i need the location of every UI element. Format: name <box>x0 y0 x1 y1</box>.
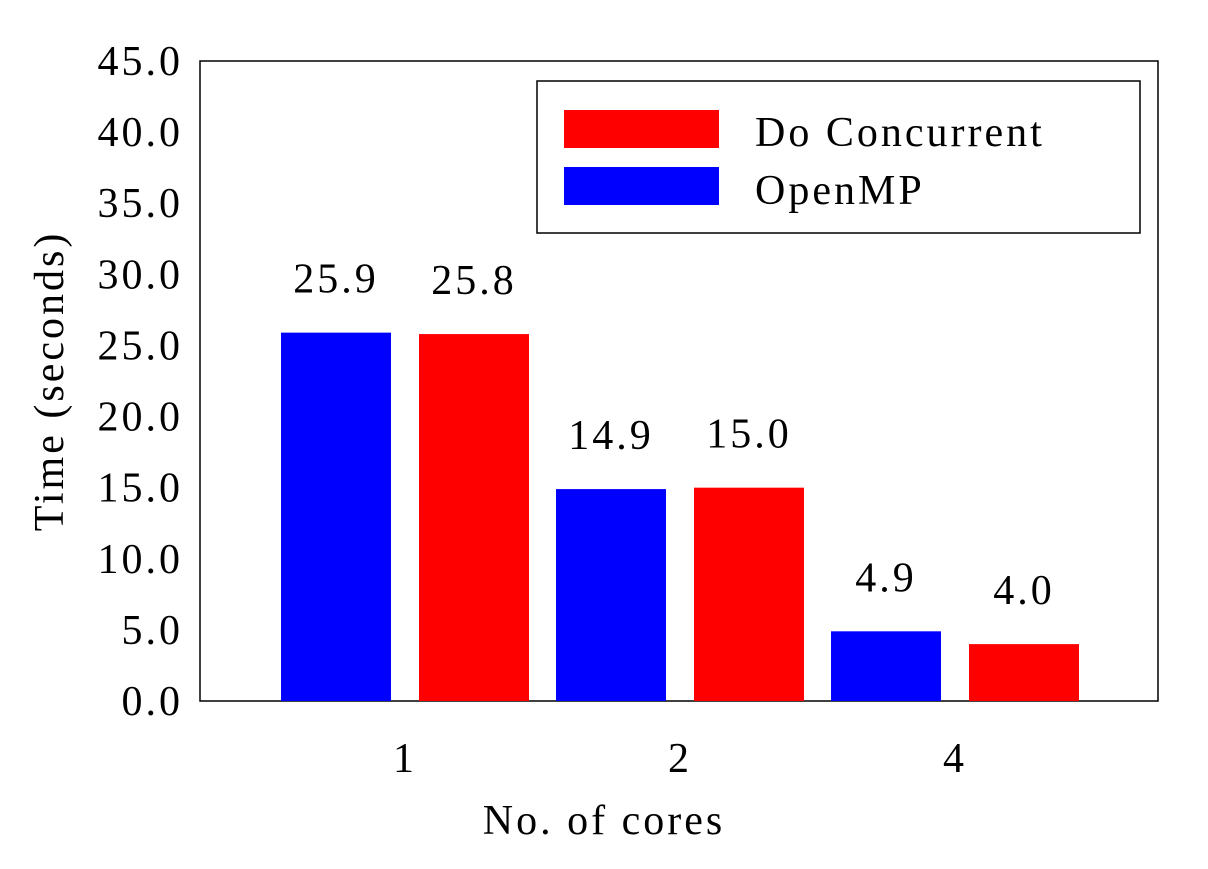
bar-do-concurrent <box>969 644 1079 701</box>
y-tick-label: 35.0 <box>98 181 184 227</box>
y-tick-label: 40.0 <box>98 110 184 156</box>
y-tick-label: 15.0 <box>98 466 184 512</box>
y-tick-label: 0.0 <box>122 679 184 725</box>
x-axis-title: No. of cores <box>483 798 725 844</box>
bar-openmp <box>831 631 941 701</box>
y-axis-title: Time (seconds) <box>27 231 73 532</box>
data-label: 4.9 <box>855 555 917 601</box>
x-tick-label: 1 <box>393 736 417 782</box>
bar-do-concurrent <box>419 334 529 701</box>
x-tick-label: 4 <box>943 736 967 782</box>
legend-label-openmp: OpenMP <box>755 168 925 214</box>
y-tick-label: 25.0 <box>98 323 184 369</box>
legend: Do Concurrent OpenMP <box>536 80 1141 234</box>
data-label: 25.8 <box>431 258 517 304</box>
bars <box>281 332 1079 701</box>
y-tick-label: 10.0 <box>98 537 184 583</box>
plot-frame <box>199 60 1159 702</box>
data-labels: 25.9 25.8 14.9 15.0 4.9 4.0 <box>293 257 1055 614</box>
legend-swatch-do-concurrent <box>564 110 719 148</box>
bar-do-concurrent <box>694 487 804 701</box>
data-label: 25.9 <box>293 257 379 303</box>
legend-label-do-concurrent: Do Concurrent <box>755 110 1045 156</box>
x-axis: 1 2 4 <box>393 736 967 782</box>
y-tick-label: 20.0 <box>98 395 184 441</box>
x-tick-label: 2 <box>668 736 692 782</box>
data-label: 15.0 <box>706 412 792 458</box>
y-tick-label: 5.0 <box>122 608 184 654</box>
legend-box <box>536 80 1141 234</box>
y-tick-label: 45.0 <box>98 39 184 85</box>
bar-openmp <box>281 332 391 701</box>
data-label: 14.9 <box>568 413 654 459</box>
data-label: 4.0 <box>993 568 1055 614</box>
y-axis: 0.0 5.0 10.0 15.0 20.0 25.0 30.0 35.0 40.0 45.0 <box>98 39 184 725</box>
legend-swatch-openmp <box>564 167 719 205</box>
y-tick-label: 30.0 <box>98 252 184 298</box>
bar-openmp <box>556 489 666 701</box>
